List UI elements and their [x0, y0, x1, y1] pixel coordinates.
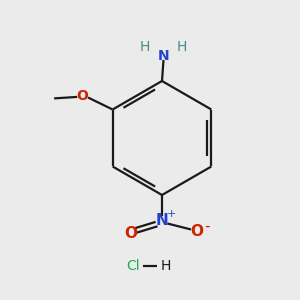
- Text: O: O: [124, 226, 137, 242]
- Text: -: -: [204, 219, 210, 234]
- Text: H: H: [140, 40, 150, 54]
- Text: O: O: [190, 224, 203, 239]
- Text: O: O: [77, 89, 88, 103]
- Text: Cl: Cl: [127, 259, 140, 272]
- Text: +: +: [166, 209, 176, 219]
- Text: N: N: [158, 49, 169, 62]
- Text: H: H: [177, 40, 187, 54]
- Text: H: H: [160, 259, 171, 272]
- Text: N: N: [156, 213, 168, 228]
